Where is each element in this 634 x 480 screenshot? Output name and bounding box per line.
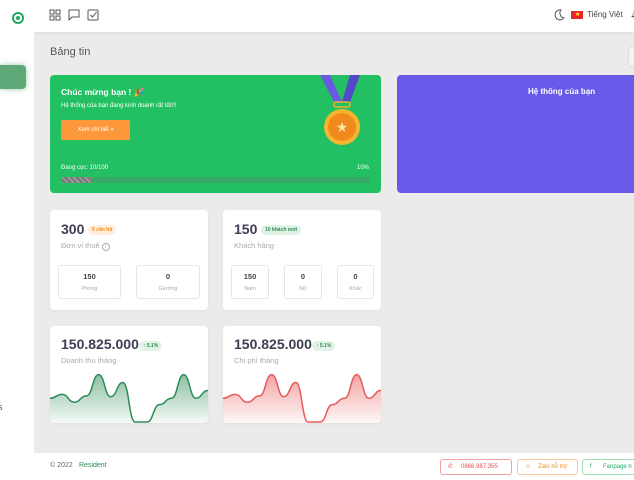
sidebar-fragment: s	[0, 402, 3, 412]
phone-text: 0868.987.355	[461, 464, 498, 470]
stat-label: Giường	[158, 286, 178, 292]
brand-link[interactable]: Resident	[79, 462, 107, 469]
units-value: 300	[61, 221, 85, 237]
expense-card: 150.825.000 ↑ 5.1% Chi phí tháng	[223, 326, 381, 423]
stat-other: 0 Khác	[337, 265, 374, 299]
revenue-sparkline	[50, 373, 208, 423]
system-title: Hệ thống của bạn	[528, 87, 596, 96]
sparkline-area	[223, 374, 381, 423]
sparkline-area	[50, 374, 208, 423]
bell-icon[interactable]: 🔔︎	[630, 8, 634, 19]
header-action-button[interactable]	[628, 47, 634, 67]
checkbox-icon[interactable]	[87, 9, 99, 21]
phone-icon: ✆	[448, 464, 454, 470]
topbar: ★ Tiếng Việt 🔔︎	[34, 0, 634, 32]
units-label-text: Đơn vị thuê	[61, 241, 100, 250]
stat-rooms: 150 Phòng	[58, 265, 121, 299]
sidebar: s	[0, 0, 34, 480]
welcome-title: Chúc mừng bạn ! 🎉	[61, 87, 145, 97]
customers-card: 150 10 khách mới Khách hàng 150 Nam 0 Nữ 0…	[223, 210, 381, 310]
fanpage-text: Fanpage h	[603, 464, 632, 470]
sparkline-line	[223, 373, 381, 423]
progress-bar	[61, 177, 370, 183]
phone-button[interactable]: ✆ 0868.987.355	[440, 459, 512, 475]
sidebar-item-active[interactable]	[0, 65, 26, 89]
customers-value: 150	[234, 221, 258, 237]
svg-text:★: ★	[336, 119, 349, 135]
revenue-card: 150.825.000 ↑ 5.1% Doanh thu tháng	[50, 326, 208, 423]
system-card: Hệ thống của bạn	[397, 75, 634, 193]
page-title: Bảng tin	[50, 46, 91, 58]
progress-label: Đang cọc: 10/100	[61, 165, 109, 171]
stat-label: Nam	[244, 286, 256, 292]
stat-value: 150	[83, 272, 96, 281]
revenue-label: Doanh thu tháng	[61, 356, 117, 365]
badge-text: 5.1%	[319, 343, 332, 349]
zalo-icon: ☺	[525, 464, 532, 470]
copyright: © 2022	[50, 462, 73, 469]
units-badge: 5 căn hộ	[88, 225, 117, 235]
stat-value: 150	[243, 272, 257, 281]
stat-female: 0 Nữ	[284, 265, 322, 299]
welcome-card: Chúc mừng bạn ! 🎉 Hệ thống của bạn đang …	[50, 75, 381, 193]
fanpage-button[interactable]: f Fanpage h	[582, 459, 634, 475]
apps-grid-icon[interactable]	[49, 9, 61, 21]
expense-label: Chi phí tháng	[234, 356, 279, 365]
zalo-text: Zalo hỗ trợ	[538, 464, 568, 470]
vietnam-flag-icon[interactable]: ★	[571, 11, 583, 19]
stat-value: 0	[165, 272, 171, 281]
stat-label: Khác	[349, 286, 362, 292]
chat-icon[interactable]	[68, 9, 80, 21]
progress-fill	[61, 177, 92, 183]
expense-sparkline	[223, 373, 381, 423]
stat-label: Phòng	[81, 286, 98, 292]
stat-label: Nữ	[299, 286, 307, 292]
welcome-message: Hệ thống của bạn đang kinh doanh rất tốt…	[61, 103, 177, 109]
logo-icon[interactable]	[12, 12, 24, 24]
revenue-badge: ↑ 5.1%	[139, 341, 163, 351]
badge-text: 5.1%	[146, 343, 159, 349]
expense-badge: ↑ 5.1%	[312, 341, 336, 351]
stat-value: 0	[300, 272, 306, 281]
moon-icon[interactable]	[553, 9, 565, 21]
language-selector[interactable]: Tiếng Việt	[587, 10, 623, 19]
medal-icon: ★	[320, 75, 360, 145]
customers-label: Khách hàng	[234, 241, 275, 250]
footer: © 2022 Resident ✆ 0868.987.355 ☺ Zalo hỗ t…	[34, 453, 634, 480]
revenue-value: 150.825.000	[61, 336, 139, 352]
facebook-icon: f	[590, 464, 592, 470]
view-details-button[interactable]: Xem chi tiết »	[61, 120, 130, 140]
expense-value: 150.825.000	[234, 336, 312, 352]
zalo-button[interactable]: ☺ Zalo hỗ trợ	[517, 459, 578, 475]
units-card: 300 5 căn hộ Đơn vị thuê i 150 Phòng 0 Giư…	[50, 210, 208, 310]
stat-value: 0	[353, 272, 358, 281]
progress-percent: 10%	[356, 165, 369, 171]
units-label: Đơn vị thuê i	[61, 241, 110, 251]
customers-badge: 10 khách mới	[261, 225, 302, 235]
sparkline-line	[50, 373, 208, 423]
stat-beds: 0 Giường	[136, 265, 200, 299]
info-icon[interactable]: i	[101, 243, 110, 251]
stat-male: 150 Nam	[231, 265, 269, 299]
